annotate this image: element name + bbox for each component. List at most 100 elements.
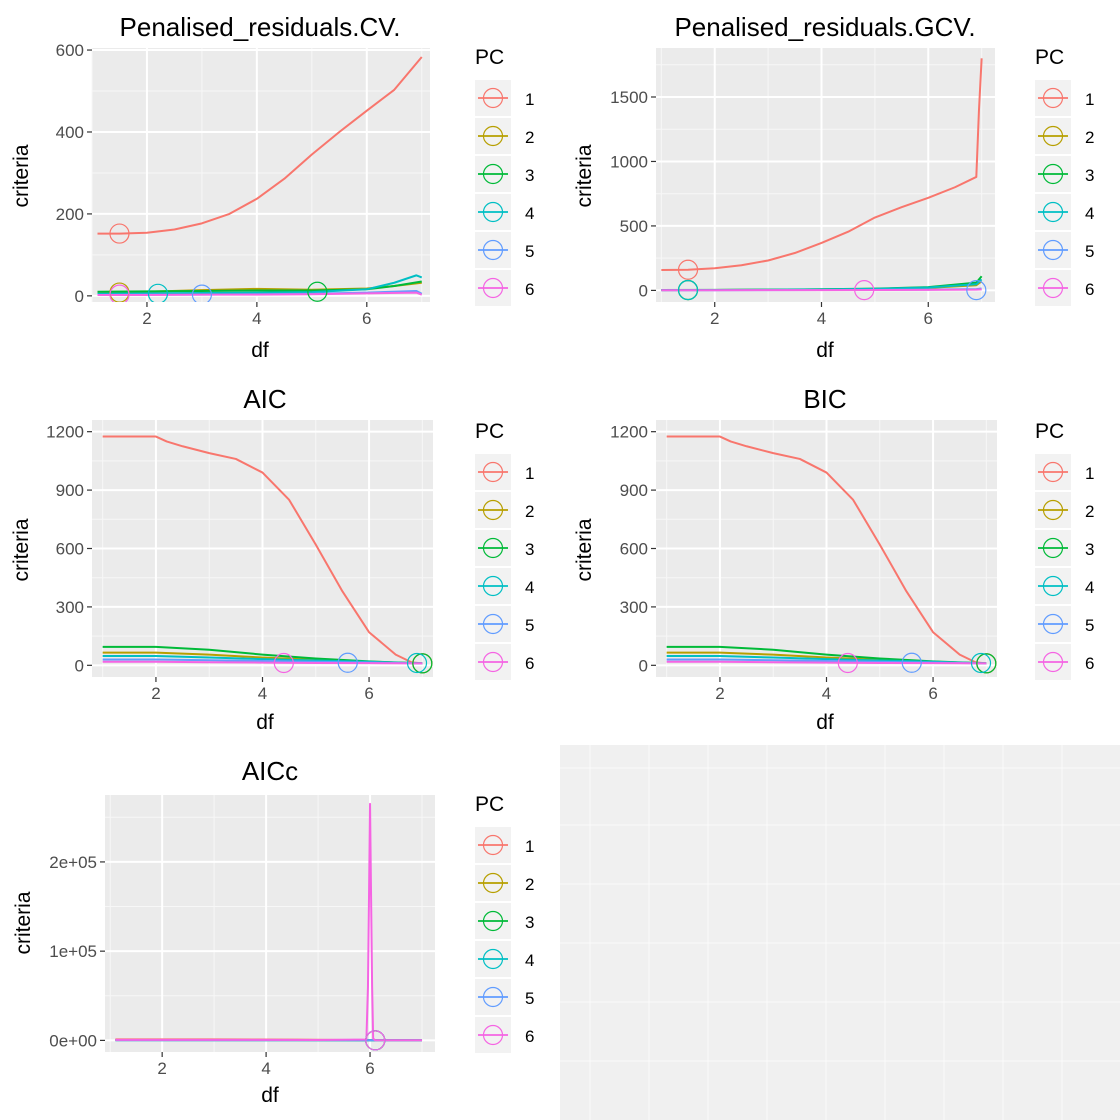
y-axis-label: criteria (10, 144, 33, 207)
legend-title: PC (475, 420, 504, 443)
legend-key-marker (482, 163, 504, 185)
legend-key-marker (1042, 87, 1064, 109)
y-tick-label: 1000 (610, 152, 648, 171)
legend: PC 1 2 3 4 5 6 (475, 420, 534, 680)
legend-label: 4 (525, 204, 534, 223)
y-tick-label: 400 (56, 123, 84, 142)
x-tick-label: 2 (710, 309, 719, 328)
legend: PC 1 2 3 4 5 6 (475, 46, 534, 306)
legend-key-marker (482, 910, 504, 932)
panel-penalised-residuals-cv: Penalised_residuals.CV. 2 4 6 0 200 400 600 df… (10, 12, 534, 362)
legend-key-marker (482, 651, 504, 673)
y-tick-label: 0e+00 (49, 1031, 97, 1050)
legend-label: 2 (525, 128, 534, 147)
y-tick-label: 0 (639, 656, 648, 675)
legend-key-marker (482, 461, 504, 483)
series-group (666, 435, 997, 674)
y-tick-label: 600 (56, 540, 84, 559)
legend-label: 5 (1085, 242, 1094, 261)
x-tick-label: 6 (365, 1059, 374, 1078)
legend-key-marker (1042, 575, 1064, 597)
y-tick-label: 0 (639, 281, 648, 300)
legend-label: 4 (525, 578, 534, 597)
x-tick-label: 6 (362, 309, 371, 328)
y-tick-label: 300 (56, 598, 84, 617)
legend-key-marker (482, 201, 504, 223)
legend-label: 2 (1085, 502, 1094, 521)
series-line-pc-3 (97, 280, 422, 293)
x-tick-label: 4 (252, 309, 261, 328)
y-axis-label: criteria (573, 144, 596, 207)
plot-background (105, 795, 435, 1052)
min-marker-pc-6 (837, 652, 858, 674)
series-line-pc-1 (97, 56, 423, 235)
y-tick-label: 2e+05 (49, 853, 97, 872)
legend-key-marker (482, 277, 504, 299)
x-tick-label: 6 (928, 684, 937, 703)
series-line-pc-1 (661, 58, 983, 272)
x-axis-label: df (256, 711, 274, 734)
legend-label: 3 (1085, 166, 1094, 185)
y-tick-label: 600 (56, 41, 84, 60)
min-marker-pc-4 (970, 652, 992, 674)
legend-label: 5 (525, 989, 534, 1008)
min-marker-pc-3 (307, 281, 328, 302)
x-axis-label: df (816, 339, 834, 362)
empty-panel (560, 745, 1120, 1120)
panel-bic: BIC 2 4 6 0 300 600 900 1200 df criteria PC 1 2 3… (573, 384, 1094, 734)
series-line-pc-1 (102, 435, 423, 665)
legend-label: 3 (525, 540, 534, 559)
legend-key-marker (482, 948, 504, 970)
min-marker-pc-6 (854, 280, 875, 301)
y-tick-label: 1200 (46, 423, 84, 442)
legend-label: 3 (525, 913, 534, 932)
min-marker-pc-6 (273, 652, 294, 674)
x-tick-label: 4 (258, 684, 267, 703)
legend: PC 1 2 3 4 5 6 (1035, 420, 1094, 680)
series-line-pc-6 (102, 660, 423, 665)
legend-label: 2 (525, 502, 534, 521)
y-tick-label: 1e+05 (49, 942, 97, 961)
y-axis-label: criteria (12, 891, 35, 954)
x-tick-label: 6 (924, 309, 933, 328)
min-marker-pc-5 (966, 280, 987, 301)
legend-label: 6 (1085, 654, 1094, 673)
legend: PC 1 2 3 4 5 6 (475, 793, 534, 1053)
x-tick-label: 4 (822, 684, 831, 703)
series-line-pc-6 (666, 660, 987, 665)
x-tick-label: 2 (157, 1059, 166, 1078)
legend-label: 2 (525, 875, 534, 894)
legend-key-marker (1042, 651, 1064, 673)
legend-label: 1 (1085, 90, 1094, 109)
x-tick-label: 4 (817, 309, 826, 328)
min-marker-pc-5 (901, 652, 922, 673)
legend-label: 4 (1085, 204, 1094, 223)
plot-area: 2 4 6 0 200 400 600 (56, 41, 430, 328)
legend-label: 6 (525, 654, 534, 673)
min-marker-pc-3 (976, 653, 997, 674)
legend-key-marker (482, 834, 504, 856)
y-tick-label: 900 (56, 481, 84, 500)
legend-title: PC (475, 46, 504, 69)
legend-key-marker (482, 575, 504, 597)
y-tick-label: 600 (620, 540, 648, 559)
legend-key-marker (482, 537, 504, 559)
legend-key-marker (482, 613, 504, 635)
panel-aicc: AICc 2 4 6 0e+00 1e+05 2e+05 df criteria PC 1… (12, 756, 534, 1107)
y-tick-label: 1200 (610, 423, 648, 442)
series-line-pc-6 (115, 802, 423, 1042)
legend-key-marker (1042, 461, 1064, 483)
x-tick-label: 4 (261, 1059, 270, 1078)
legend-title: PC (1035, 420, 1064, 443)
series-group (115, 802, 423, 1051)
series-group (97, 56, 423, 302)
legend-key-marker (482, 499, 504, 521)
x-tick-label: 2 (151, 684, 160, 703)
y-tick-label: 900 (620, 481, 648, 500)
legend-label: 5 (525, 616, 534, 635)
min-marker-pc-4 (406, 652, 428, 674)
legend-key-marker (1042, 239, 1064, 261)
panel-title: Penalised_residuals.GCV. (674, 12, 975, 42)
y-tick-label: 0 (75, 287, 84, 306)
